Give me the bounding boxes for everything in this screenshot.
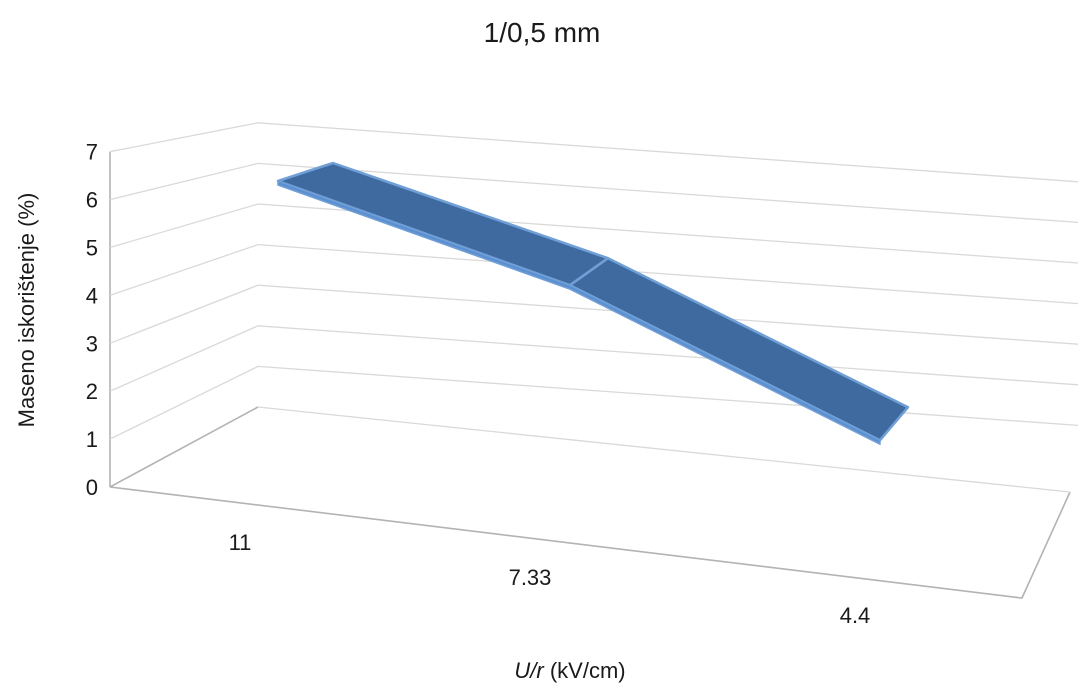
x-tick-label: 11: [229, 530, 252, 555]
ribbon-segment: [568, 256, 910, 442]
y-tick-label: 5: [86, 236, 98, 261]
x-tick-label: 4.4: [840, 603, 871, 628]
gridline: [109, 203, 1079, 264]
floor-left-edge: [109, 406, 259, 488]
y-tick-label: 4: [86, 283, 98, 308]
y-tick-label: 0: [86, 475, 98, 500]
gridline: [109, 365, 1079, 440]
y-tick-label: 3: [86, 331, 98, 356]
x-axis-title-variable: U/r: [514, 658, 545, 683]
x-axis-title: U/r (kV/cm): [514, 658, 625, 683]
gridline: [109, 122, 1079, 183]
gridline: [109, 162, 1079, 224]
series-ribbon: [276, 161, 910, 445]
y-tick-label: 7: [86, 140, 98, 165]
chart-title: 1/0,5 mm: [484, 17, 601, 48]
floor-front-edge: [109, 486, 1071, 599]
x-axis-title-unit: (kV/cm): [544, 658, 626, 683]
gridline: [109, 243, 1079, 305]
y-axis-title: Maseno iskorištenje (%): [14, 193, 39, 428]
y-axis-ticks: 0 1 2 3 4 5 6 7: [86, 140, 98, 500]
chart-walls: [109, 151, 1071, 599]
floor-back-edge: [257, 406, 1071, 493]
gridline: [109, 325, 1079, 392]
x-tick-label: 7.33: [509, 565, 552, 590]
y-tick-label: 2: [86, 379, 98, 404]
y-tick-label: 6: [86, 188, 98, 213]
ribbon-segment: [276, 161, 610, 287]
x-axis-ticks: 11 7.33 4.4: [229, 530, 871, 628]
gridline: [109, 284, 1079, 345]
gridlines: [109, 122, 1079, 440]
ribbon-front-edge: [277, 180, 881, 445]
y-tick-label: 1: [86, 427, 98, 452]
